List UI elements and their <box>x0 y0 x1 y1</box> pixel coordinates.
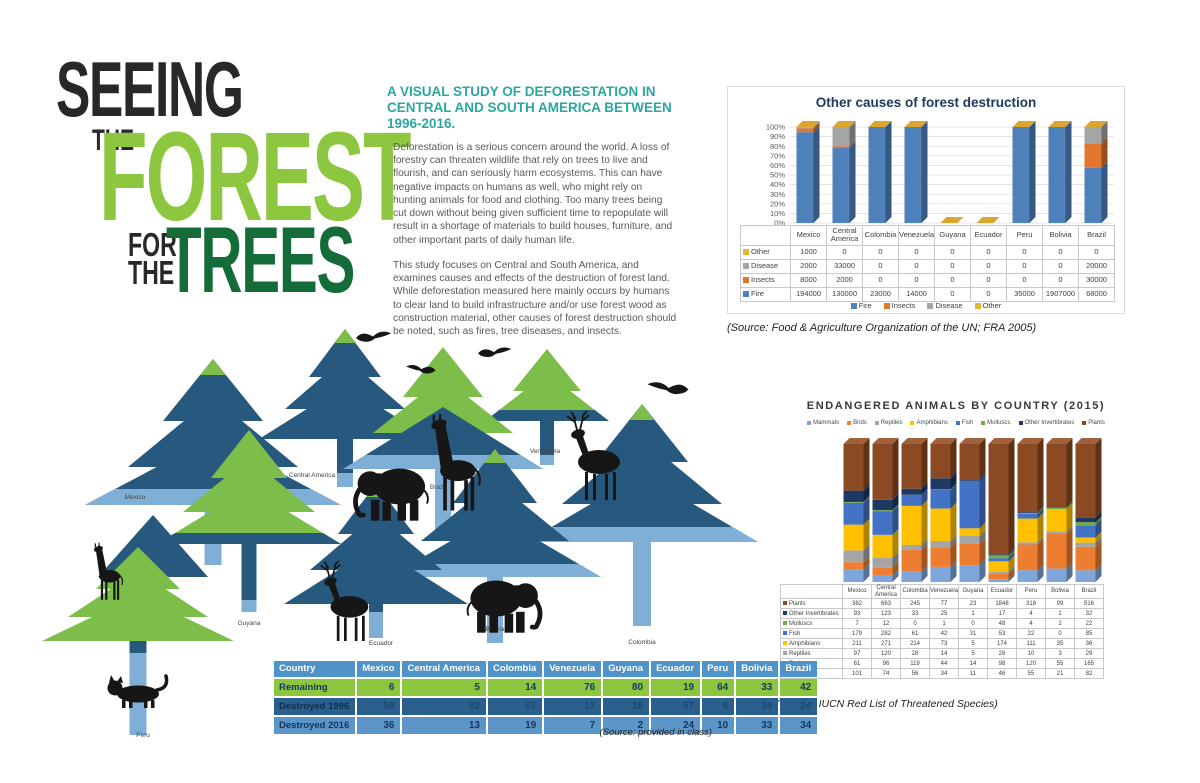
legend-item: Plants <box>1082 420 1105 426</box>
bar-central-america <box>832 121 856 223</box>
chart-legend: Mammals Birds Reptiles Amphibians Fish Mollus… <box>770 420 1142 426</box>
bar-venezuela <box>904 121 928 223</box>
country-label: Mexico <box>125 494 146 501</box>
forest-destruction-chart-card: Other causes of forest destruction 0% 10%… <box>727 86 1125 314</box>
legend-item: Disease <box>927 301 963 310</box>
bird-icon <box>356 331 392 342</box>
country-label: Colombia <box>628 639 656 646</box>
chart-legend: Fire Insects Disease Other <box>728 301 1124 310</box>
legend-item: Other Invertibrates <box>1018 420 1074 426</box>
chart-data-table: Mexico Central America Colombia Venezuela Gu… <box>780 583 1104 680</box>
legend-item: Fish <box>955 420 973 426</box>
country-label: Ecuador <box>369 640 394 647</box>
chart-title: ENDANGERED ANIMALS BY COUNTRY (2015) <box>806 400 1106 412</box>
deer-icon <box>566 410 620 500</box>
deforestation-table: Country Mexico Central America Colombia Vene… <box>272 659 819 736</box>
intro-heading: A VISUAL STUDY OF DEFORESTATION IN CENTR… <box>387 84 672 131</box>
cat-icon <box>107 674 169 708</box>
deer-icon <box>320 560 369 641</box>
intro-paragraph-2: This study focuses on Central and South … <box>393 259 677 338</box>
bar-peru <box>1012 121 1036 223</box>
legend-item: Molluscs <box>981 420 1011 426</box>
intro-paragraph-1: Deforestation is a serious concern aroun… <box>393 141 673 246</box>
legend-item: Fire <box>850 301 872 310</box>
svg-text:20%: 20% <box>770 199 785 208</box>
bar-mexico <box>796 121 820 223</box>
bar-brazil <box>1075 438 1102 582</box>
svg-text:30%: 30% <box>770 190 785 199</box>
forest-destruction-chart-plot: 0%10%20%30%40%50%60%70%80%90%100% <box>766 121 1114 225</box>
bar-brazil <box>1084 121 1108 223</box>
bar-central-america <box>872 438 899 582</box>
elephant-icon <box>466 580 543 633</box>
bar-guyana <box>959 438 986 582</box>
source-note-iucn: (Source: IUCN Red List of Threatened Spe… <box>776 698 998 710</box>
title-the-2: THE <box>128 254 175 291</box>
giraffe-icon <box>93 542 124 600</box>
endangered-animals-chart-plot <box>843 438 1102 582</box>
svg-text:80%: 80% <box>770 142 785 151</box>
svg-text:50%: 50% <box>770 171 785 180</box>
bar-ecuador <box>988 438 1015 582</box>
legend-item: Reptiles <box>874 420 902 426</box>
chart-title: Other causes of forest destruction <box>815 95 1037 110</box>
table-row: Destroyed 1996 58 82 67 17 18 57 6 34 24 <box>274 698 818 716</box>
svg-text:10%: 10% <box>770 209 785 218</box>
bar-colombia <box>901 438 928 582</box>
legend-item: Other <box>974 301 1001 310</box>
endangered-animals-section: ENDANGERED ANIMALS BY COUNTRY (2015) Mam… <box>770 398 1142 730</box>
country-label: Venezuela <box>530 448 561 455</box>
bar-bolivia <box>1046 438 1073 582</box>
forest-destruction-data-table: Mexico Central America Colombia Venezuela Gu… <box>740 225 1115 302</box>
tree-colombia: Colombia <box>526 404 758 646</box>
legend-item: Mammals <box>807 420 839 426</box>
title-forest: FOREST <box>99 106 411 247</box>
bird-icon <box>478 347 512 358</box>
country-table: Country Mexico Central America Colombia Vene… <box>272 659 819 736</box>
tree-guyana: Guyana <box>157 430 341 627</box>
table-row: Remaining 6 5 14 76 80 19 64 33 42 <box>274 679 818 697</box>
intro-column: A VISUAL STUDY OF DEFORESTATION IN CENTR… <box>387 84 677 350</box>
bird-icon <box>647 382 689 395</box>
bar-guyana <box>940 217 964 223</box>
endangered-animals-data-table: Mexico Central America Colombia Venezuela Gu… <box>780 583 1104 680</box>
bar-bolivia <box>1048 121 1072 223</box>
title-the: THE <box>92 124 134 157</box>
bar-colombia <box>868 121 892 223</box>
country-label: Central America <box>289 472 336 479</box>
title-seeing: SEEING <box>56 45 244 133</box>
tree-venezuela: Venezuela <box>485 349 609 465</box>
country-label: Brazil <box>430 484 447 491</box>
tree-bolivia: Bolivia <box>389 449 601 643</box>
title-for: FOR <box>128 226 177 263</box>
giraffe-icon <box>431 413 481 511</box>
forest-illustration: Central America Venezuela Mexico Colombia Br… <box>42 329 758 739</box>
svg-text:40%: 40% <box>770 180 785 189</box>
source-note-fao: (Source: Food & Agriculture Organization… <box>727 322 1037 334</box>
title-trees: TREES <box>166 207 355 312</box>
table-row: Destroyed 2016 36 13 19 7 2 24 10 33 34 <box>274 717 818 735</box>
bar-peru <box>1017 438 1044 582</box>
source-note-class: (Source: provided in class) <box>599 727 712 738</box>
country-label: Peru <box>136 732 150 739</box>
svg-text:60%: 60% <box>770 161 785 170</box>
bird-icon <box>406 365 436 374</box>
legend-item: Insects <box>883 301 915 310</box>
svg-text:90%: 90% <box>770 132 785 141</box>
legend-item: Birds <box>847 420 867 426</box>
svg-text:70%: 70% <box>770 151 785 160</box>
chart-data-table: Mexico Central America Colombia Venezuela Gu… <box>740 225 1115 302</box>
svg-text:100%: 100% <box>766 123 786 132</box>
bar-mexico <box>843 438 870 582</box>
svg-text:0%: 0% <box>774 219 785 225</box>
elephant-icon <box>353 468 429 521</box>
bar-ecuador <box>976 217 1000 223</box>
country-label: Guyana <box>238 620 261 627</box>
bar-venezuela <box>930 438 957 582</box>
legend-item: Amphibians <box>910 420 948 426</box>
